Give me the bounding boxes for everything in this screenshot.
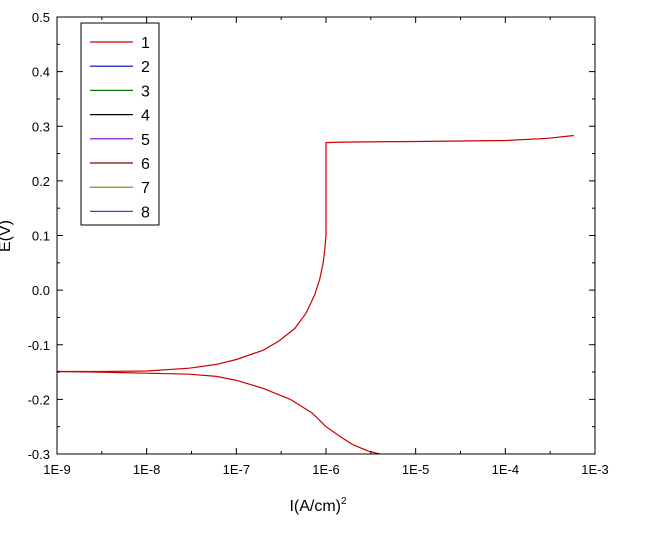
x-axis: 1E-9 1E-8 1E-7 1E-6 1E-5 1E-4 1E-3	[43, 17, 609, 477]
x-tick-label: 1E-7	[223, 462, 250, 477]
legend-label: 7	[141, 180, 150, 197]
y-axis: -0.3 -0.2 -0.1 0.0 0.1 0.2 0.3 0.4 0.5	[28, 10, 595, 462]
y-tick-label: 0.1	[32, 229, 50, 244]
x-tick-label: 1E-6	[312, 462, 339, 477]
plot-lines	[56, 134, 574, 455]
legend-label: 5	[141, 132, 150, 149]
y-tick-label: -0.2	[28, 392, 50, 407]
y-axis-title: E(V)	[0, 220, 14, 252]
x-tick-label: 1E-8	[133, 462, 160, 477]
legend-label: 6	[141, 156, 150, 173]
legend-label: 2	[141, 59, 150, 76]
x-tick-label: 1E-5	[402, 462, 429, 477]
x-tick-label: 1E-9	[43, 462, 70, 477]
legend-label: 3	[141, 83, 150, 100]
y-tick-label: 0.0	[32, 283, 50, 298]
series-1-line	[57, 134, 574, 373]
x-axis-title-text: I(A/cm)	[289, 498, 341, 515]
legend: 1 2 3 4 5 6 7 8	[80, 22, 160, 226]
legend-box	[80, 22, 160, 226]
y-tick-label: 0.2	[32, 174, 50, 189]
x-tick-label: 1E-3	[581, 462, 608, 477]
x-axis-title-superscript: 2	[341, 496, 347, 507]
y-tick-label: 0.5	[32, 10, 50, 25]
x-axis-title: I(A/cm)2	[289, 496, 347, 515]
legend-label: 4	[141, 108, 150, 125]
legend-label: 8	[141, 204, 150, 221]
y-tick-label: -0.1	[28, 338, 50, 353]
y-tick-label: 0.4	[32, 65, 50, 80]
x-tick-label: 1E-4	[492, 462, 519, 477]
legend-label: 1	[141, 35, 150, 52]
series-1-line	[56, 370, 381, 455]
y-tick-label: 0.3	[32, 119, 50, 134]
y-tick-label: -0.3	[28, 447, 50, 462]
